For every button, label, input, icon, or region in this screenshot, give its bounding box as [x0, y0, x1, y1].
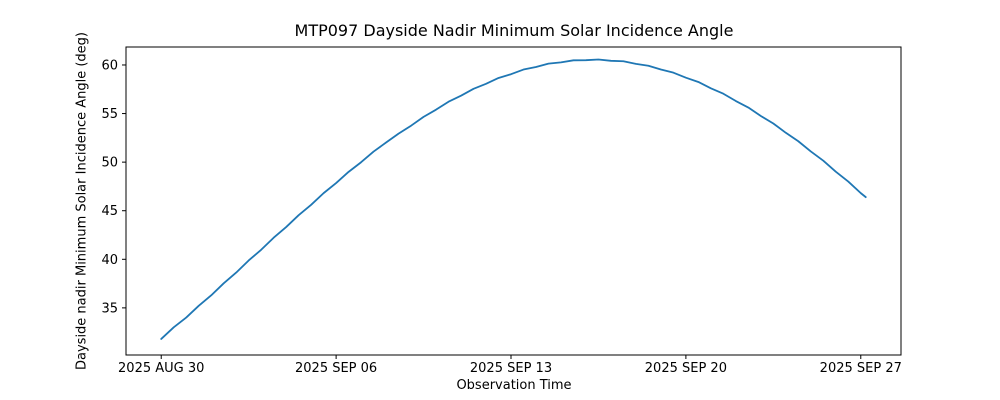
y-tick-label: 60 — [101, 58, 118, 73]
x-tick-label: 2025 SEP 27 — [820, 361, 902, 376]
x-tick-label: 2025 SEP 13 — [470, 361, 552, 376]
x-tick-label: 2025 SEP 20 — [645, 361, 727, 376]
y-tick-label: 45 — [101, 204, 118, 219]
solar-incidence-line-series — [160, 58, 867, 340]
x-axis-label: Observation Time — [456, 378, 572, 393]
chart-title: MTP097 Dayside Nadir Minimum Solar Incid… — [294, 21, 734, 40]
x-tick-label: 2025 AUG 30 — [118, 361, 204, 376]
x-tick-label: 2025 SEP 06 — [295, 361, 377, 376]
y-tick-label: 35 — [101, 301, 118, 316]
y-tick-label: 55 — [101, 107, 118, 122]
y-tick-label: 50 — [101, 156, 118, 171]
axes-spines — [125, 46, 902, 356]
y-tick-label: 40 — [101, 253, 118, 268]
